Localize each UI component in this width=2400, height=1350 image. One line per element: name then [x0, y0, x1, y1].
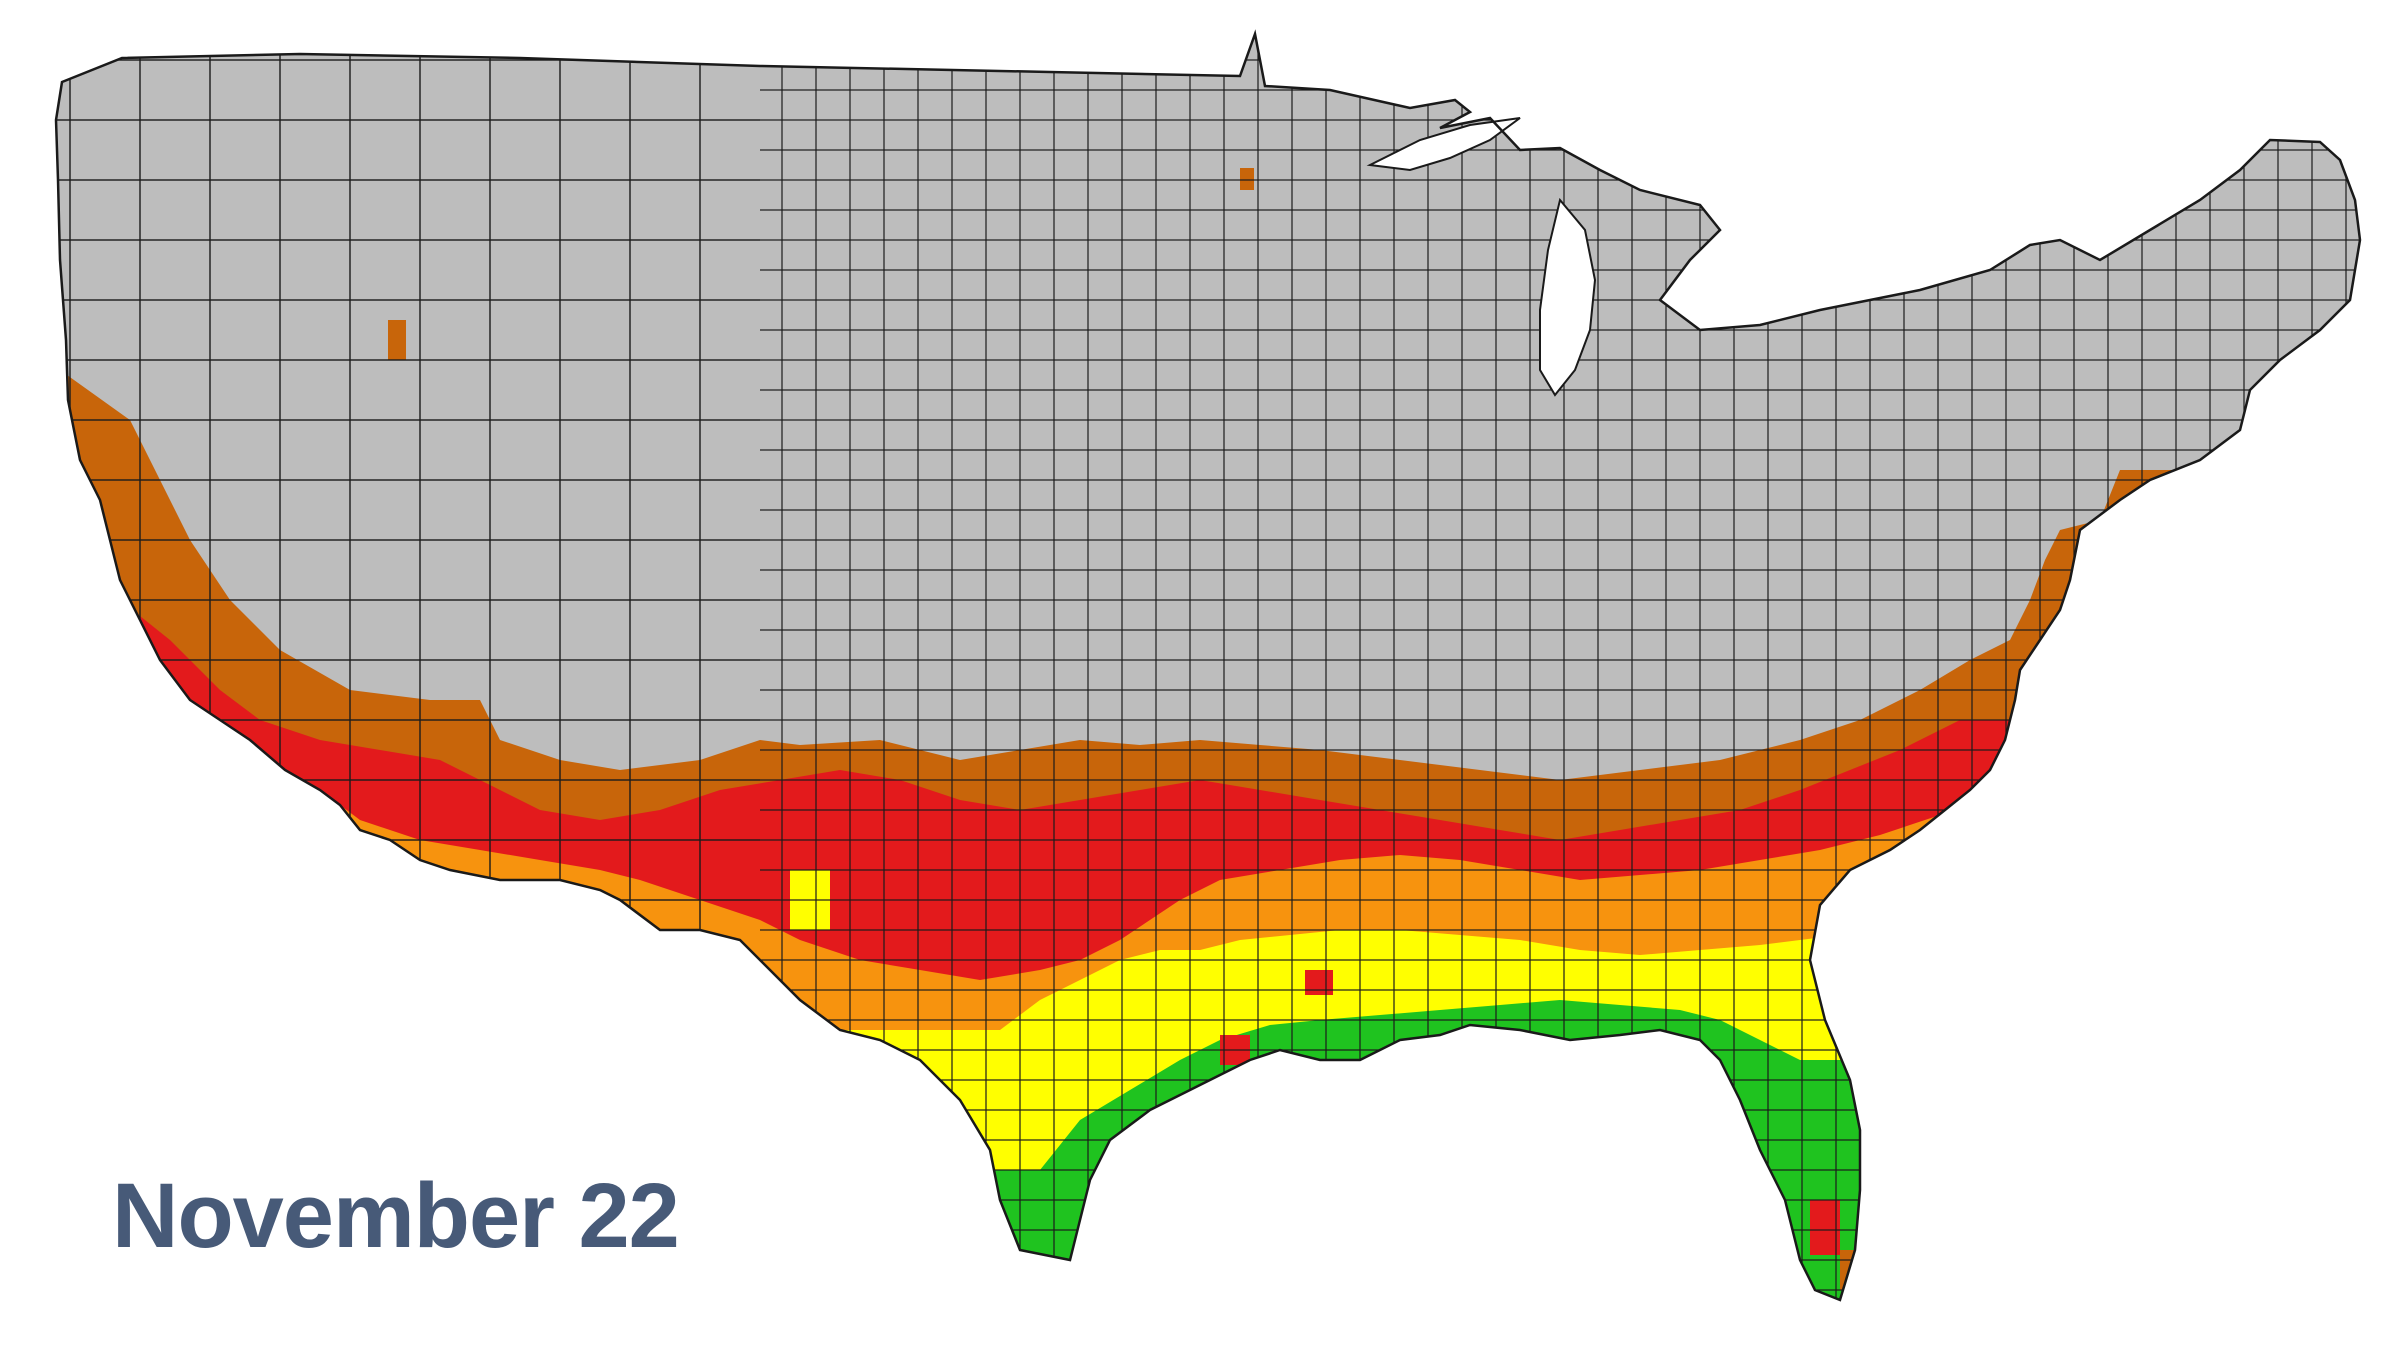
great-lakes: [1366, 117, 1597, 397]
county-borders-east: [760, 34, 2360, 1300]
us-outline: [54, 29, 2362, 1302]
lake-superior: [1366, 117, 1521, 172]
pocket-yellow-socal: [355, 860, 400, 900]
county-borders-west: [56, 34, 760, 1300]
date-label: November 22: [112, 1165, 680, 1267]
lake-michigan: [1539, 197, 1597, 397]
